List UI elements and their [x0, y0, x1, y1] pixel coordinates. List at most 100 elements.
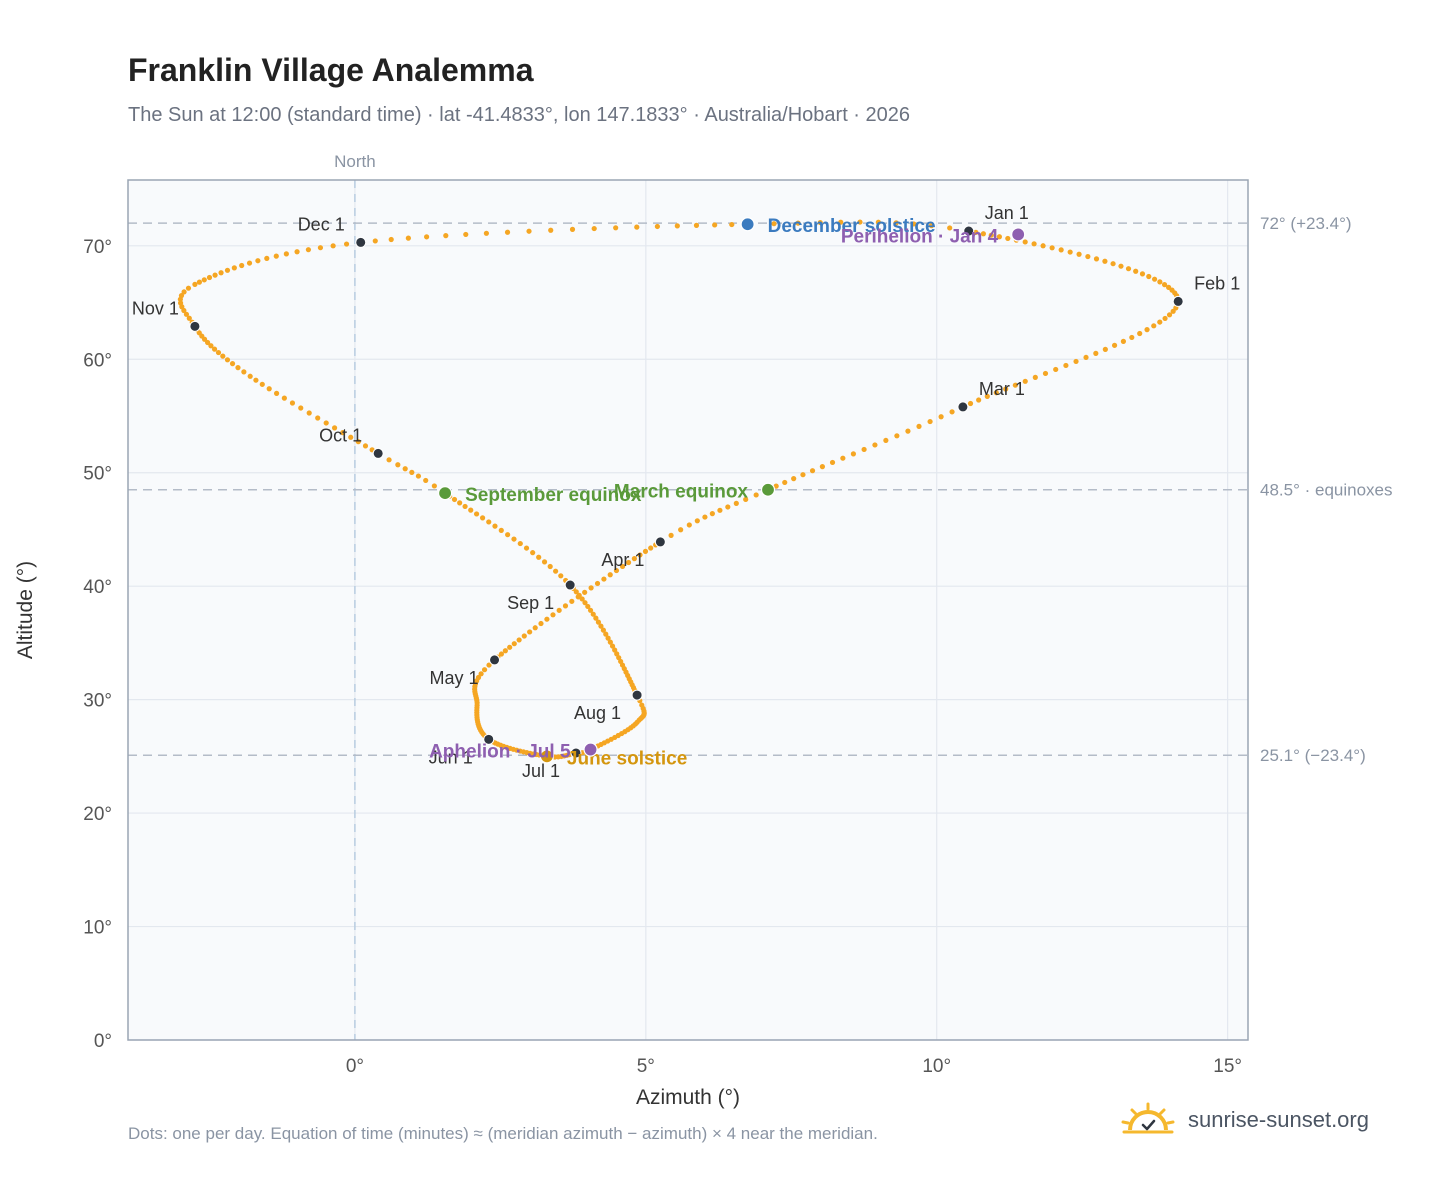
daily-sun-position-dot — [463, 231, 469, 238]
month-marker — [963, 225, 975, 237]
event-marker — [760, 482, 776, 497]
brand-name[interactable]: sunrise-sunset.org — [1188, 1107, 1369, 1132]
daily-sun-position-dot — [478, 671, 484, 677]
daily-sun-position-dot — [607, 639, 613, 645]
month-marker — [355, 236, 367, 248]
daily-sun-position-dot — [947, 225, 953, 231]
daily-sun-position-dot — [569, 226, 576, 232]
daily-sun-position-dot — [550, 612, 556, 618]
x-axis-label: Azimuth (°) — [636, 1086, 740, 1109]
daily-sun-position-dot — [388, 236, 394, 243]
daily-sun-position-dot — [603, 631, 609, 637]
daily-sun-position-dot — [1063, 362, 1069, 369]
daily-sun-position-dot — [405, 235, 411, 241]
daily-sun-position-dot — [1093, 256, 1100, 262]
daily-sun-position-dot — [255, 258, 261, 264]
x-tick-label: 0° — [346, 1056, 364, 1077]
daily-sun-position-dot — [556, 607, 562, 613]
daily-sun-position-dot — [317, 245, 324, 251]
month-marker — [654, 536, 666, 548]
daily-sun-position-dot — [323, 420, 329, 426]
daily-sun-position-dot — [613, 225, 619, 231]
daily-sun-position-dot — [717, 507, 723, 513]
daily-sun-position-dot — [1146, 273, 1152, 280]
month-marker — [483, 733, 495, 745]
daily-sun-position-dot — [883, 437, 889, 444]
month-marker — [1172, 295, 1184, 307]
daily-sun-position-dot — [694, 518, 700, 524]
daily-sun-position-dot — [517, 540, 523, 547]
daily-sun-position-dot — [911, 221, 917, 227]
daily-sun-position-dot — [1129, 334, 1135, 341]
daily-sun-position-dot — [1053, 366, 1059, 373]
daily-sun-position-dot — [984, 393, 990, 399]
daily-sun-position-dot — [1040, 243, 1046, 249]
daily-sun-position-dot — [451, 496, 458, 503]
plot-area — [128, 180, 1248, 1040]
daily-sun-position-dot — [1118, 263, 1124, 269]
y-tick-label: 10° — [83, 918, 112, 939]
daily-sun-position-dot — [579, 596, 585, 602]
daily-sun-position-dot — [980, 231, 986, 237]
daily-sun-position-dot — [582, 589, 588, 595]
month-label: Jan 1 — [985, 203, 1029, 223]
daily-sun-position-dot — [330, 243, 336, 249]
daily-sun-position-dot — [544, 616, 550, 622]
daily-sun-position-dot — [1166, 312, 1173, 318]
daily-sun-position-dot — [331, 425, 338, 431]
daily-sun-position-dot — [840, 455, 846, 461]
daily-sun-position-dot — [674, 223, 680, 229]
daily-sun-position-dot — [598, 623, 604, 629]
daily-sun-position-dot — [178, 293, 185, 299]
daily-sun-position-dot — [619, 563, 626, 570]
daily-sun-position-dot — [181, 289, 187, 295]
month-marker — [372, 447, 384, 459]
daily-sun-position-dot — [594, 580, 601, 587]
daily-sun-position-dot — [505, 532, 511, 538]
daily-sun-position-dot — [498, 651, 505, 657]
daily-sun-position-dot — [725, 504, 731, 510]
daily-sun-position-dot — [229, 361, 236, 367]
daily-sun-position-dot — [241, 369, 247, 375]
daily-sun-position-dot — [516, 637, 522, 643]
brand[interactable]: sunrise-sunset.org — [1120, 1100, 1369, 1140]
x-tick-label: 5° — [637, 1056, 655, 1077]
daily-sun-position-dot — [1049, 245, 1055, 251]
axis-ticks: 0° 5° 10° 15° 0° 10° 20° 30° 40° 50° 60° 70° — [83, 237, 1242, 1077]
event-marker — [1011, 227, 1026, 242]
daily-sun-position-dot — [1022, 378, 1028, 384]
daily-sun-position-dot — [1151, 323, 1157, 329]
plot-frame — [127, 179, 1249, 1041]
daily-sun-position-dot — [372, 238, 378, 244]
daily-sun-position-dot — [573, 589, 579, 595]
daily-sun-position-dot — [536, 554, 542, 560]
reference-line-label: 48.5° · equinoxes — [1260, 481, 1393, 500]
daily-sun-position-dot — [196, 279, 203, 285]
daily-sun-position-dot — [938, 414, 944, 420]
chart-title: Franklin Village Analemma — [128, 52, 534, 88]
month-marker — [489, 654, 501, 666]
daily-sun-position-dot — [511, 536, 517, 542]
daily-sun-position-dot — [215, 349, 222, 356]
daily-sun-position-dot — [576, 592, 582, 598]
daily-sun-position-dot — [916, 423, 922, 429]
daily-sun-position-dot — [523, 545, 530, 551]
event-label: December solstice — [768, 216, 936, 237]
daily-sun-position-dot — [1125, 266, 1132, 272]
daily-sun-position-dot — [492, 523, 498, 529]
y-tick-label: 0° — [94, 1031, 112, 1052]
y-tick-label: 30° — [83, 691, 112, 712]
daily-sun-position-dot — [443, 233, 449, 239]
daily-sun-position-dot — [819, 464, 826, 470]
daily-sun-position-dot — [1102, 346, 1108, 352]
month-marker — [631, 689, 643, 701]
event-label: September equinox — [465, 485, 642, 506]
daily-sun-position-dot — [800, 472, 806, 478]
daily-sun-position-dot — [609, 643, 616, 649]
daily-sun-position-dot — [479, 515, 486, 521]
daily-sun-position-dot — [1170, 308, 1176, 314]
daily-sun-position-dot — [601, 576, 607, 582]
daily-sun-position-dot — [548, 227, 554, 233]
x-tick-label: 10° — [922, 1056, 951, 1077]
